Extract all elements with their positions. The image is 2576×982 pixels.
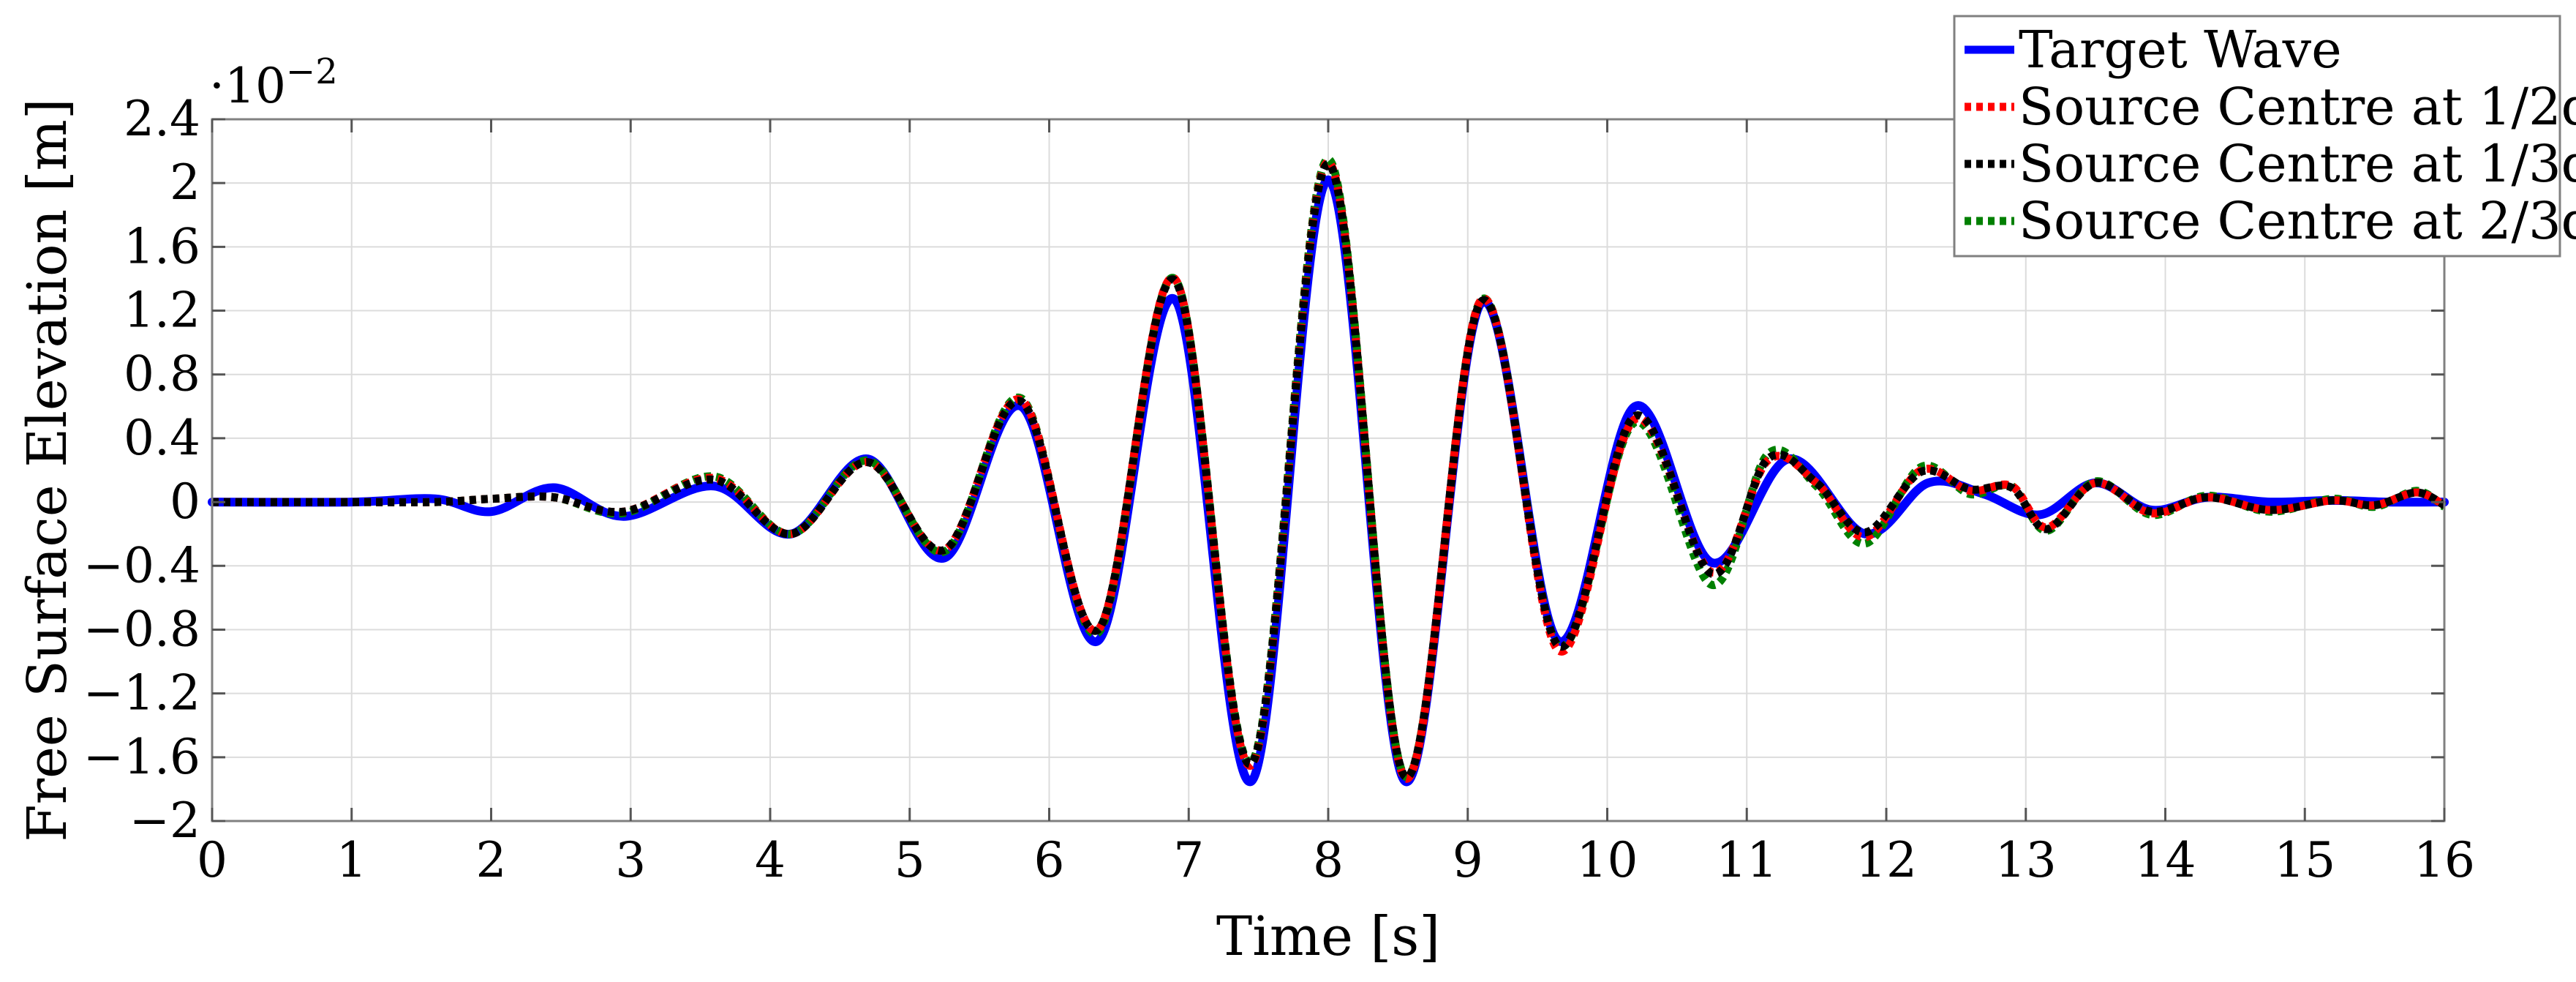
x-tick-label: 9	[1453, 832, 1483, 888]
x-tick-label: 8	[1313, 832, 1344, 888]
y-tick-label: −1.2	[83, 665, 200, 721]
x-tick-label: 11	[1716, 832, 1777, 888]
x-tick-label: 14	[2135, 832, 2196, 888]
y-tick-label: 0.8	[124, 346, 200, 402]
x-tick-label: 3	[615, 832, 646, 888]
x-tick-label: 6	[1034, 832, 1065, 888]
y-scale-exponent: −2	[286, 51, 338, 92]
x-tick-label: 15	[2274, 832, 2335, 888]
x-tick-label: 0	[197, 832, 227, 888]
series-lines	[208, 154, 2449, 786]
y-axis-label: Free Surface Elevation [m]	[16, 98, 79, 842]
axis-ticks: 0 1 2 3 4 5 6 7 8 9 10 11 12 13 14 15 16−2−1.6−1.2−0.8−0…	[83, 91, 2475, 888]
x-tick-label: 2	[476, 832, 507, 888]
legend-box	[1953, 15, 2561, 258]
y-tick-label: 0	[170, 473, 200, 530]
legend-label-1: Target Wave	[2019, 20, 2342, 80]
x-tick-label: 12	[1856, 832, 1917, 888]
y-tick-label: −0.4	[83, 537, 200, 593]
y-tick-label: 1.2	[124, 282, 200, 339]
legend-label-2: Source Centre at 1/2d	[2019, 77, 2576, 137]
y-axis-scale-factor: ·10−2	[209, 51, 338, 114]
x-axis-label: Time [s]	[1216, 905, 1440, 968]
y-tick-label: −0.8	[83, 601, 200, 657]
x-tick-label: 7	[1173, 832, 1204, 888]
x-tick-label: 13	[1995, 832, 2057, 888]
x-tick-label: 5	[895, 832, 925, 888]
legend-label-3: Source Centre at 1/3d	[2019, 134, 2576, 194]
x-tick-label: 4	[755, 832, 786, 888]
y-scale-base: ·10	[209, 58, 286, 114]
y-tick-label: 0.4	[124, 410, 200, 466]
x-tick-label: 16	[2414, 832, 2475, 888]
series-line-2	[211, 158, 2447, 783]
legend-label-4: Source Centre at 2/3d	[2019, 191, 2576, 251]
x-tick-label: 1	[336, 832, 367, 888]
y-tick-label: 1.6	[124, 218, 200, 274]
y-tick-label: 2	[170, 154, 200, 211]
y-tick-label: −1.6	[83, 729, 200, 785]
y-tick-label: 2.4	[124, 91, 200, 147]
x-tick-label: 10	[1577, 832, 1638, 888]
y-tick-label: −2	[129, 792, 200, 849]
